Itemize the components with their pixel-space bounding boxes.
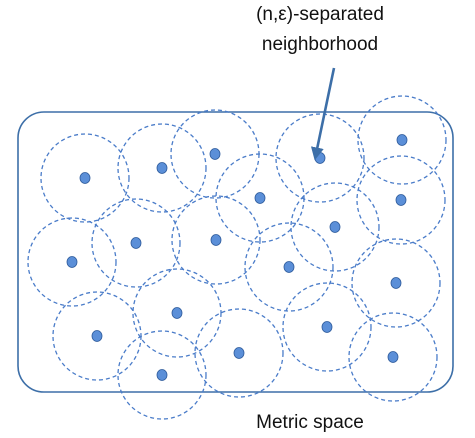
separated-point [387,351,399,363]
neighborhood-circle [91,198,181,288]
neighborhood-circle [27,217,117,307]
separated-point [233,347,245,359]
neighborhood-circle [132,268,222,358]
separated-point [91,330,103,342]
neighborhood-circle [275,113,365,203]
separated-point [210,234,222,246]
neighborhood-circle [348,312,438,402]
separated-point [314,152,326,164]
separated-point [390,277,402,289]
separated-point [395,194,407,206]
separated-point [156,369,168,381]
separated-point [396,134,408,146]
separated-point [321,321,333,333]
annotation-label-line2: neighborhood [262,34,378,55]
neighborhood-circle [215,153,305,243]
separated-point [156,162,168,174]
points-layer [66,134,408,381]
neighborhood-circle [357,95,447,185]
separated-point [254,192,266,204]
annotation-label-line1: (n,ε)-separated [256,4,384,25]
neighborhood-circle [244,222,334,312]
separated-point [79,172,91,184]
neighborhood-circle [282,282,372,372]
neighborhood-circle [290,182,380,272]
separated-point [130,237,142,249]
metric-space-label: Metric space [256,412,364,433]
neighborhood-circle [356,155,446,245]
annotation-arrow [310,67,336,161]
neighborhood-circle [194,308,284,398]
neighborhood-circle [40,133,130,223]
separated-point [209,148,221,160]
separated-point [66,256,78,268]
separated-point [329,221,341,233]
neighborhood-circle [171,195,261,285]
neighborhoods-layer [27,95,447,420]
separated-point [171,307,183,319]
neighborhood-circle [117,330,207,420]
neighborhood-circle [117,123,207,213]
neighborhood-circle [351,238,441,328]
separated-point [283,261,295,273]
metric-space-region [17,111,454,393]
